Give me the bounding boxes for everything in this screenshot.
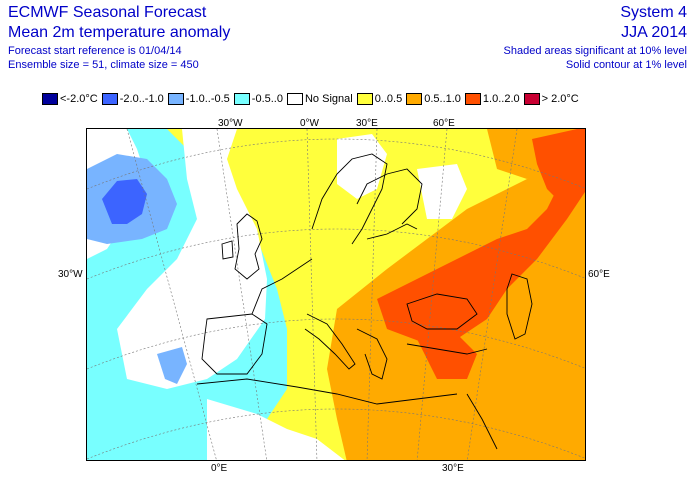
legend-item: -1.0..-0.5: [167, 93, 232, 105]
legend-label: <-2.0°C: [60, 93, 98, 105]
legend-item: -0.5..0: [233, 93, 285, 105]
significance-contour-note: Solid contour at 1% level: [565, 59, 687, 71]
anomaly-region-no-signal: [337, 134, 387, 199]
lon-label-30w-top: 30°W: [218, 118, 243, 129]
lon-label-30e-bottom: 30°E: [442, 463, 464, 474]
lon-label-0e-bottom: 0°E: [211, 463, 228, 474]
ensemble-size: Ensemble size = 51, climate size = 450: [8, 59, 199, 71]
legend-item: 1.0..2.0: [464, 93, 522, 105]
legend-swatch: [523, 93, 540, 105]
season-label: JJA 2014: [621, 24, 687, 41]
legend-item: <-2.0°C: [42, 93, 100, 105]
legend-label: 0.5..1.0: [424, 93, 461, 105]
legend-label: 0..0.5: [374, 93, 403, 105]
legend: <-2.0°C -2.0..-1.0 -1.0..-0.5 -0.5..0 No…: [42, 93, 583, 105]
legend-label: No Signal: [304, 93, 353, 105]
legend-label: -2.0..-1.0: [119, 93, 164, 105]
legend-item: -2.0..-1.0: [101, 93, 166, 105]
system-label: System 4: [620, 4, 687, 21]
anomaly-region-no-signal: [417, 164, 467, 219]
legend-swatch: [42, 93, 58, 105]
legend-item: 0..0.5: [356, 93, 405, 105]
lon-label-60e-top: 60°E: [433, 118, 455, 129]
anomaly-region-no-signal: [207, 399, 345, 460]
lon-label-30w-left: 30°W: [58, 269, 83, 280]
anomaly-region-no-signal: [117, 129, 267, 389]
legend-swatch: [233, 93, 250, 105]
legend-label: > 2.0°C: [541, 93, 579, 105]
graticule: [87, 129, 585, 460]
lon-label-60e-right: 60°E: [588, 269, 610, 280]
anomaly-region-cool-moderate: [157, 347, 187, 384]
anomaly-region-warm-strong: [417, 334, 477, 379]
legend-item: 0.5..1.0: [406, 93, 463, 105]
legend-swatch: [101, 93, 118, 105]
anomaly-region-warm-strong: [532, 129, 585, 209]
legend-label: -1.0..-0.5: [185, 93, 230, 105]
legend-swatch: [406, 93, 423, 105]
significance-shaded-note: Shaded areas significant at 10% level: [503, 45, 687, 57]
lon-label-30e-top: 30°E: [356, 118, 378, 129]
lon-label-0w-top: 0°W: [300, 118, 319, 129]
forecast-reference: Forecast start reference is 01/04/14: [8, 45, 182, 57]
chart-title: ECMWF Seasonal Forecast: [8, 4, 207, 21]
legend-item: No Signal: [286, 93, 355, 105]
legend-swatch: [356, 93, 373, 105]
legend-swatch: [167, 93, 184, 105]
anomaly-region-warm-strong: [377, 151, 585, 344]
anomaly-map-canvas: [87, 129, 585, 460]
legend-swatch: [464, 93, 481, 105]
legend-label: -0.5..0: [251, 93, 283, 105]
legend-swatch: [286, 93, 303, 105]
chart-subtitle: Mean 2m temperature anomaly: [8, 24, 231, 41]
coastlines: [196, 153, 533, 450]
anomaly-region-cool-strong: [102, 179, 147, 224]
anomaly-map: [86, 128, 586, 461]
legend-label: 1.0..2.0: [482, 93, 520, 105]
legend-item: > 2.0°C: [523, 93, 581, 105]
